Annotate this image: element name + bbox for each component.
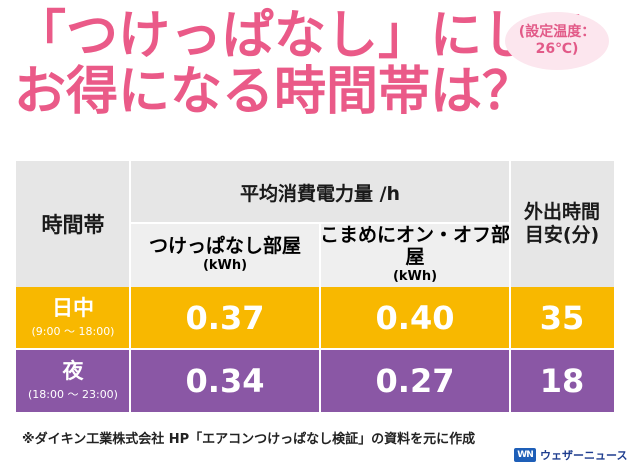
row-daytime-range: (9:00 ～ 18:00) (31, 324, 115, 338)
table-divider (129, 161, 131, 412)
header-always-on-label: つけっぱなし部屋 (148, 234, 301, 257)
row-night-on-off-value: 0.27 (320, 350, 510, 412)
table-divider (319, 223, 321, 412)
row-night-label: 夜 (62, 359, 84, 384)
temperature-badge-line-2: 26℃) (535, 41, 579, 57)
temperature-badge: (設定温度： 26℃) (505, 12, 609, 70)
row-daytime-minutes-value: 35 (510, 287, 614, 349)
power-consumption-table: 時間帯 平均消費電力量 /h つけっぱなし部屋 (kWh) こまめにオン・オフ部… (16, 161, 614, 412)
row-daytime-on-off-value: 0.40 (320, 287, 510, 349)
header-on-off-label: こまめにオン・オフ部屋 (320, 223, 511, 268)
headline-line-1: 「つけっぱなし」にして (14, 6, 585, 66)
row-daytime-always-on-value: 0.37 (130, 287, 320, 349)
table-divider (16, 348, 614, 350)
header-always-on-unit: (kWh) (202, 258, 248, 274)
row-night-range: (18:00 ～ 23:00) (28, 387, 118, 401)
header-outing-time-line-2: 目安(分) (524, 224, 600, 246)
brand-mark: WN ウェザーニュース (514, 447, 627, 463)
header-time-cell: 時間帯 (16, 161, 130, 287)
header-average-power-label: 平均消費電力量 /h (239, 182, 401, 205)
row-daytime-label: 日中 (52, 296, 94, 321)
header-on-off-cell: こまめにオン・オフ部屋 (kWh) (320, 223, 510, 287)
table-divider (130, 222, 510, 224)
temperature-badge-line-1: (設定温度： (518, 23, 596, 40)
brand-name: ウェザーニュース (540, 449, 628, 462)
header-time-label: 時間帯 (41, 213, 105, 237)
headline-line-2: お得になる時間帯は？ (14, 62, 535, 122)
header-outing-time-line-1: 外出時間 (523, 201, 600, 224)
source-footnote: ※ダイキン工業株式会社 HP「エアコンつけっぱなし検証」の資料を元に作成 (22, 432, 476, 447)
weathernews-logo-icon: WN (514, 448, 536, 462)
row-night-always-on-value: 0.34 (130, 350, 320, 412)
row-night-label-cell: 夜 (18:00 ～ 23:00) (16, 350, 130, 412)
header-on-off-unit: (kWh) (392, 269, 438, 285)
header-always-on-cell: つけっぱなし部屋 (kWh) (130, 223, 320, 287)
row-daytime-label-cell: 日中 (9:00 ～ 18:00) (16, 287, 130, 349)
headline: 「つけっぱなし」にして お得になる時間帯は？ (14, 10, 584, 118)
header-outing-time-cell: 外出時間 目安(分) (510, 161, 614, 287)
header-average-power-cell: 平均消費電力量 /h (130, 161, 510, 223)
row-night-minutes-value: 18 (510, 350, 614, 412)
table-divider (509, 161, 511, 412)
